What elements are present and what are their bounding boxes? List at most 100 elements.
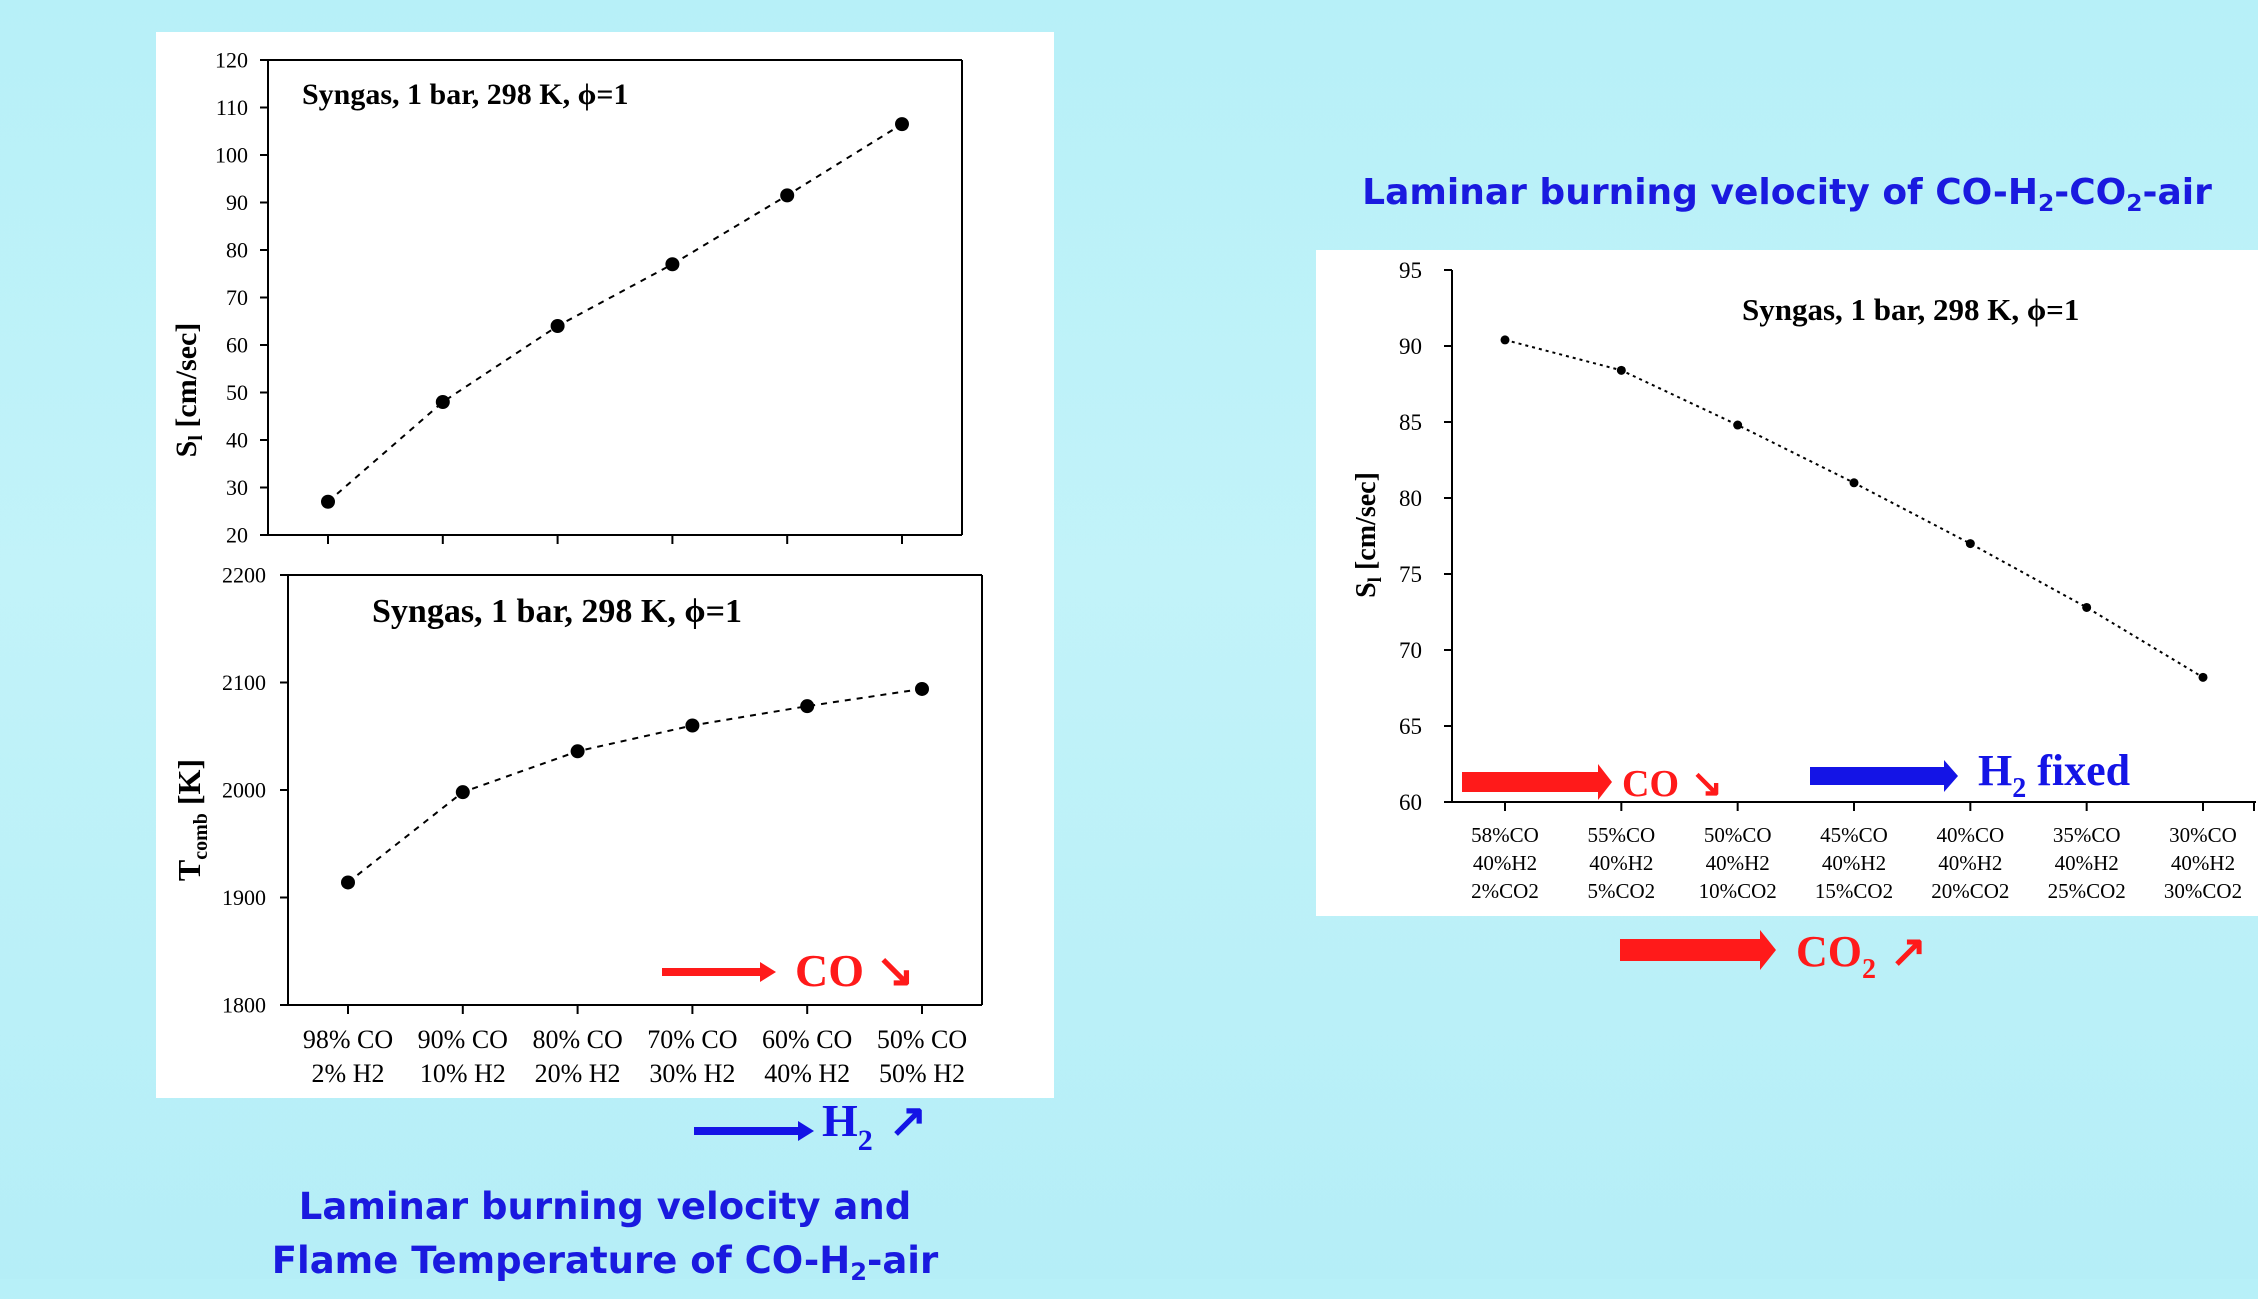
y-axis-label-flame-temperature: Tcomb [K] bbox=[171, 759, 212, 881]
y-tick-label: 1900 bbox=[222, 885, 266, 910]
y-tick-label: 95 bbox=[1399, 258, 1422, 283]
co2-label: CO bbox=[1796, 927, 1862, 976]
y-tick-label: 65 bbox=[1399, 714, 1422, 739]
y-tick-label: 60 bbox=[1399, 790, 1422, 815]
caption-left-line2: Flame Temperature of CO-H2-air bbox=[271, 1239, 939, 1287]
x-tick-label: 30%CO2 bbox=[2164, 879, 2242, 903]
x-tick-label: 98% CO bbox=[303, 1025, 393, 1054]
h2-fixed-arrow-head bbox=[1944, 760, 1958, 792]
y-tick-label: 2200 bbox=[222, 563, 266, 588]
data-point bbox=[550, 319, 565, 333]
y-tick-label: 70 bbox=[1399, 638, 1422, 663]
x-tick-label: 50% H2 bbox=[879, 1059, 965, 1088]
chart-title-velocity-co-h2: Syngas, 1 bar, 298 K, ϕ=1 bbox=[302, 78, 628, 111]
arrow-up-right-icon: ↗ bbox=[1890, 927, 1927, 976]
data-point bbox=[915, 681, 929, 696]
x-tick-label: 55%CO bbox=[1587, 823, 1655, 847]
x-tick-label: 2% H2 bbox=[312, 1059, 385, 1088]
y-tick-label: 70 bbox=[226, 285, 248, 310]
x-tick-label: 2%CO2 bbox=[1471, 879, 1539, 903]
h2-arrow-head bbox=[798, 1121, 814, 1141]
h2-label: H bbox=[822, 1095, 858, 1146]
x-tick-label: 40%CO bbox=[1936, 823, 2004, 847]
velocity-co-h2-co2-chart: 60 65 70 75 80 85 90 95 58%CO 40%H2 2%CO2 55%CO 40%H… bbox=[1399, 258, 2256, 903]
caption-left: Laminar burning velocity and Flame Tempe… bbox=[156, 1180, 1054, 1299]
x-tick-label: 50% CO bbox=[877, 1025, 967, 1054]
y-axis-label-velocity-co-h2: Sl [cm/sec] bbox=[170, 323, 207, 458]
x-tick-label: 40%H2 bbox=[1822, 851, 1886, 875]
y-tick-label: 2100 bbox=[222, 670, 266, 695]
co-decrease-annotation: CO ↘ bbox=[662, 945, 915, 996]
co-decrease-annotation-right: CO ↘ bbox=[1462, 763, 1723, 805]
data-point bbox=[1500, 335, 1510, 345]
h2-increase-annotation: H2 ↗ bbox=[694, 1095, 927, 1157]
x-tick-label: 20% H2 bbox=[535, 1059, 621, 1088]
x-tick-label: 40% H2 bbox=[764, 1059, 850, 1088]
series-line bbox=[327, 123, 903, 503]
x-tick-label: 20%CO2 bbox=[1931, 879, 2009, 903]
y-tick-label: 80 bbox=[226, 238, 248, 263]
arrow-down-right-icon: ↘ bbox=[1691, 763, 1723, 805]
svg-text:CO↘: CO ↘ bbox=[1622, 763, 1723, 805]
data-point bbox=[435, 395, 450, 409]
x-tick-label: 5%CO2 bbox=[1587, 879, 1655, 903]
x-tick-label: 40%H2 bbox=[1589, 851, 1653, 875]
x-tick-label: 45%CO bbox=[1820, 823, 1888, 847]
y-tick-label: 1800 bbox=[222, 993, 266, 1018]
x-tick-label: 70% CO bbox=[647, 1025, 737, 1054]
chart-panel-right bbox=[1316, 250, 2258, 916]
y-tick-label: 2000 bbox=[222, 778, 266, 803]
x-tick-label: 58%CO bbox=[1471, 823, 1539, 847]
co2-arrow-shaft bbox=[1620, 939, 1762, 961]
y-tick-label: 50 bbox=[226, 380, 248, 405]
h2-fixed-label: H bbox=[1978, 746, 2012, 795]
arrow-up-right-icon: ↗ bbox=[889, 1095, 928, 1146]
chart-title-velocity-co2: Syngas, 1 bar, 298 K, ϕ=1 bbox=[1742, 292, 2079, 327]
svg-text:CO2↗: CO2 ↗ bbox=[1796, 927, 1927, 985]
caption-right: Laminar burning velocity of CO-H2-CO2-ai… bbox=[1362, 172, 2212, 218]
co-arrow-shaft-right bbox=[1462, 772, 1600, 792]
data-point bbox=[2082, 602, 2092, 612]
chart-panel-left bbox=[156, 32, 1054, 1098]
svg-text:H2 fixed: H2 fixed bbox=[1978, 746, 2130, 804]
chart-title-flame-temperature: Syngas, 1 bar, 298 K, ϕ=1 bbox=[372, 593, 742, 630]
data-point bbox=[455, 785, 470, 800]
co-arrow-head-right bbox=[1598, 764, 1612, 800]
x-tick-label: 40%H2 bbox=[1473, 851, 1537, 875]
data-point bbox=[1965, 539, 1975, 549]
y-tick-label: 60 bbox=[226, 333, 248, 358]
arrow-down-right-icon: ↘ bbox=[876, 945, 915, 996]
y-tick-label: 80 bbox=[1399, 486, 1422, 511]
x-tick-label: 80% CO bbox=[532, 1025, 622, 1054]
y-tick-label: 40 bbox=[226, 428, 248, 453]
h2-fixed-annotation: H2 fixed bbox=[1810, 746, 2130, 804]
x-tick-label: 40%H2 bbox=[1938, 851, 2002, 875]
y-tick-label: 75 bbox=[1399, 562, 1422, 587]
y-axis-label-velocity-co2: Sl [cm/sec] bbox=[1351, 472, 1386, 598]
x-tick-label: 40%H2 bbox=[2171, 851, 2235, 875]
x-tick-label: 90% CO bbox=[418, 1025, 508, 1054]
x-tick-label: 25%CO2 bbox=[2048, 879, 2126, 903]
x-tick-label: 10%CO2 bbox=[1699, 879, 1777, 903]
data-point bbox=[800, 699, 815, 714]
x-tick-label: 15%CO2 bbox=[1815, 879, 1893, 903]
co-label: CO bbox=[795, 945, 864, 996]
velocity-co-h2-chart: 20 30 40 50 60 70 80 90 100 110 120 bbox=[215, 48, 963, 548]
svg-text:H2↗: H2 ↗ bbox=[822, 1095, 927, 1157]
y-tick-label: 20 bbox=[226, 523, 248, 548]
co-label-right: CO bbox=[1622, 763, 1679, 805]
svg-text:CO↘: CO ↘ bbox=[795, 945, 915, 996]
co-arrow-head bbox=[760, 962, 776, 982]
series-line bbox=[347, 687, 923, 884]
data-point bbox=[895, 117, 909, 132]
y-tick-label: 90 bbox=[1399, 334, 1422, 359]
data-point bbox=[780, 188, 795, 203]
data-point bbox=[665, 257, 680, 272]
flame-temperature-chart: 1800 1900 2000 2100 2200 98% CO 2% H2 90% CO 10%… bbox=[222, 563, 983, 1088]
x-tick-label: 50%CO bbox=[1704, 823, 1772, 847]
y-tick-label: 30 bbox=[226, 475, 248, 500]
data-point bbox=[321, 494, 335, 509]
data-point bbox=[1733, 420, 1743, 430]
data-point bbox=[341, 875, 355, 890]
